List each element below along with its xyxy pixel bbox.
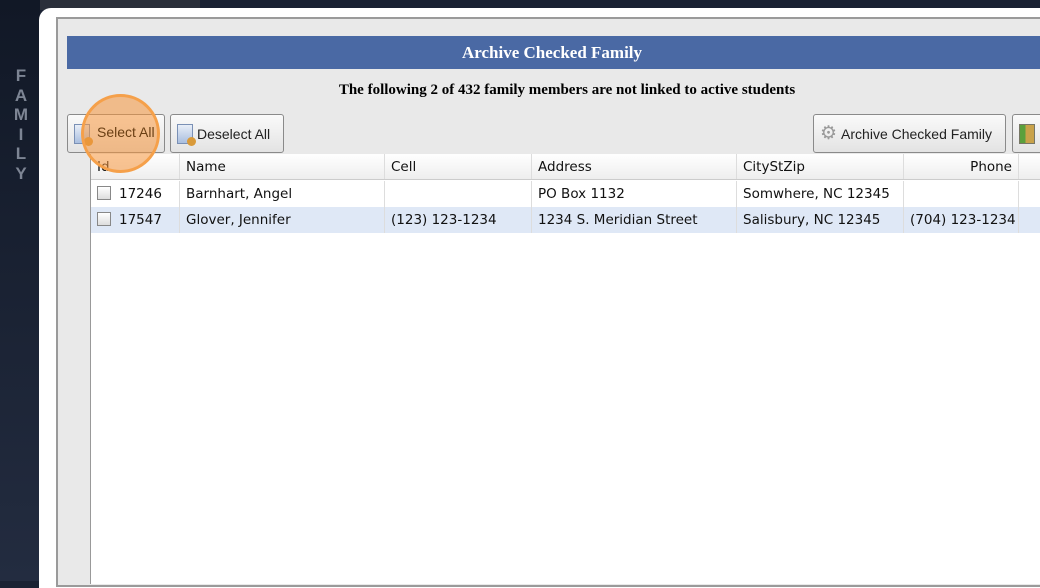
row-checkbox[interactable] [97,212,111,226]
table-header: Id Name Cell Address CityStZip Phone [91,154,1040,180]
letter: F [15,66,27,85]
deselect-all-button[interactable]: Deselect All [170,114,284,153]
dialog-subtitle: The following 2 of 432 family members ar… [338,82,796,98]
letter: I [18,124,24,144]
cell-name: Barnhart, Angel [180,181,385,207]
cell-cell: (123) 123-1234 [385,207,532,233]
cell-phone: (704) 123-1234 [904,207,1019,233]
letter: Y [15,163,27,183]
cell-id: 17246 [91,181,180,207]
cell-cell [385,181,532,207]
cell-citystzip: Somwhere, NC 12345 [737,181,904,207]
cell-address: 1234 S. Meridian Street [532,207,737,233]
col-name[interactable]: Name [180,154,385,179]
click-highlight-indicator [81,94,160,173]
col-citystzip[interactable]: CityStZip [737,154,904,179]
document-remove-icon [177,123,196,146]
deselect-all-label: Deselect All [197,125,271,142]
background-tab [40,0,200,10]
cell-citystzip: Salisbury, NC 12345 [737,207,904,233]
cell-id: 17547 [91,207,180,233]
row-checkbox[interactable] [97,186,111,200]
dialog-title: Archive Checked Family [67,36,1040,69]
sidebar-family-label[interactable]: F A M I L Y [12,66,30,183]
id: 17547 [119,212,162,228]
select-all-label[interactable]: Select All [97,124,155,140]
cell-address: PO Box 1132 [532,181,737,207]
letter: M [13,105,29,124]
exit-button[interactable] [1012,114,1040,153]
col-address[interactable]: Address [532,154,737,179]
family-table: Id Name Cell Address CityStZip Phone 172… [90,154,1040,584]
table-row[interactable]: 17547 Glover, Jennifer (123) 123-1234 12… [91,207,1040,233]
table-row[interactable]: 17246 Barnhart, Angel PO Box 1132 Somwhe… [91,181,1040,207]
letter: A [14,85,28,105]
letter: L [15,144,27,163]
archive-checked-family-button[interactable]: ⚙ Archive Checked Family [813,114,1006,153]
exit-door-icon [1019,123,1035,144]
col-cell[interactable]: Cell [385,154,532,179]
cell-phone [904,181,1019,207]
sidebar: F A M I L Y [0,0,40,581]
cell-name: Glover, Jennifer [180,207,385,233]
gear-icon: ⚙ [820,123,838,144]
id: 17246 [119,186,162,202]
col-phone[interactable]: Phone [904,154,1019,179]
archive-label: Archive Checked Family [841,125,992,142]
